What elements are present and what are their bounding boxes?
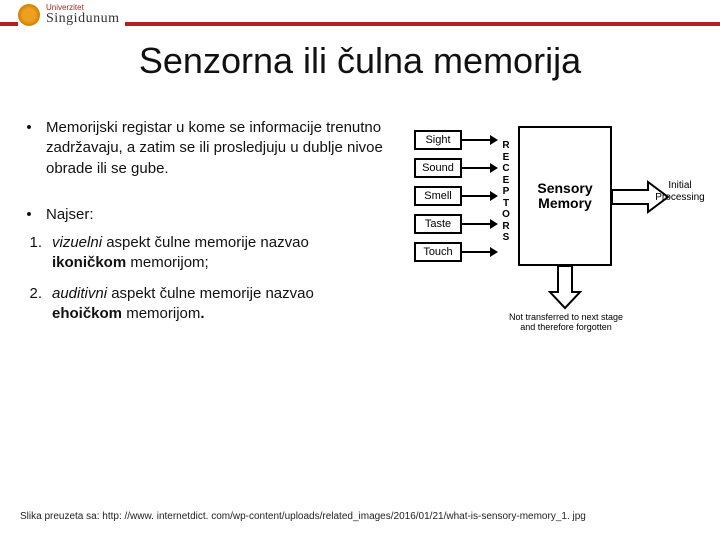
item2-period: . (200, 305, 204, 322)
initial-processing-label: Initial Processing (652, 180, 708, 203)
arrow-line (462, 167, 490, 169)
item2-mid: aspekt čulne memorije nazvao (107, 285, 314, 302)
bullet-najser-text: Najser: (46, 205, 94, 225)
page-title: Senzorna ili čulna memorija (0, 40, 720, 82)
bullet-dot-icon: • (26, 118, 32, 179)
arrow-head-icon (490, 219, 498, 229)
bullet-najser: • Najser: (26, 205, 386, 225)
logo-name: Singidunum (46, 11, 119, 26)
sense-box-taste: Taste (414, 214, 462, 234)
arrow-head-icon (490, 191, 498, 201)
arrow-line (462, 139, 490, 141)
receptors-label: RECEPTORS (500, 140, 512, 244)
image-source-footer: Slika preuzeta sa: http: //www. internet… (20, 511, 586, 522)
logo-badge-icon (18, 4, 40, 26)
list-item-1: 1. vizuelni aspekt čulne memorije nazvao… (26, 233, 386, 274)
arrow-head-icon (490, 163, 498, 173)
list-num-1: 1. (26, 233, 42, 274)
content-body: • Memorijski registar u kome se informac… (26, 118, 386, 334)
sensory-memory-diagram: Sight Sound Smell Taste Touch RECEPTORS … (414, 130, 704, 360)
diagram-caption: Not transferred to next stage and theref… (486, 312, 646, 332)
logo: Univerzitet Singidunum (18, 4, 125, 26)
arrow-line (462, 251, 490, 253)
item1-post: memorijom; (126, 254, 209, 271)
sense-box-sight: Sight (414, 130, 462, 150)
item2-pre: auditivni (52, 285, 107, 302)
arrow-line (462, 223, 490, 225)
bullet-main: • Memorijski registar u kome se informac… (26, 118, 386, 179)
down-arrow-icon (548, 266, 582, 310)
list-item-2: 2. auditivni aspekt čulne memorije nazva… (26, 284, 386, 325)
item1-bold: ikoničkom (52, 254, 126, 271)
arrow-head-icon (490, 135, 498, 145)
item2-post: memorijom (122, 305, 200, 322)
list-item-1-text: vizuelni aspekt čulne memorije nazvao ik… (52, 233, 386, 274)
logo-text: Univerzitet Singidunum (46, 4, 119, 26)
item1-mid: aspekt čulne memorije nazvao (102, 234, 309, 251)
sensory-memory-label: Sensory Memory (537, 181, 592, 212)
list-item-2-text: auditivni aspekt čulne memorije nazvao e… (52, 284, 386, 325)
item2-bold: ehoičkom (52, 305, 122, 322)
bullet-dot-icon: • (26, 205, 32, 225)
list-num-2: 2. (26, 284, 42, 325)
sensory-memory-box: Sensory Memory (518, 126, 612, 266)
item1-pre: vizuelni (52, 234, 102, 251)
sense-box-sound: Sound (414, 158, 462, 178)
sense-box-smell: Smell (414, 186, 462, 206)
arrow-line (462, 195, 490, 197)
bullet-main-text: Memorijski registar u kome se informacij… (46, 118, 386, 179)
sense-box-touch: Touch (414, 242, 462, 262)
arrow-head-icon (490, 247, 498, 257)
